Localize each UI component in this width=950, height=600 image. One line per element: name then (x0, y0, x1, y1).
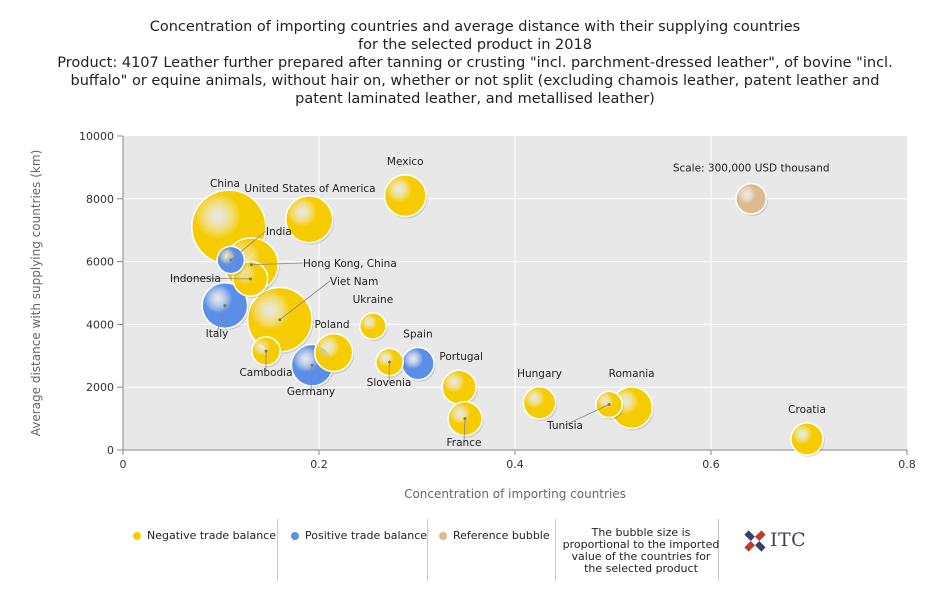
product-description-line-3: patent laminated leather, and metallised… (295, 91, 655, 107)
label-leader-line (564, 404, 610, 426)
legend-label-negative: Negative trade balance (147, 529, 276, 542)
label-leader-line (310, 365, 313, 392)
legend-item-negative[interactable]: Negative trade balance (133, 529, 276, 542)
y-tick-label: 0 (107, 444, 114, 457)
legend-cell-reference: Reference bubble (427, 519, 556, 581)
axes: 0 0.2 0.4 0.6 0.8 0 2000 4000 6000 8000 10000 (79, 130, 916, 471)
label-leader-line (388, 362, 390, 383)
bubble-label: Viet Nam (330, 276, 378, 288)
bubble-labels: China United States of America Mexico Hong … (169, 156, 830, 449)
bubble-label: Mexico (387, 156, 424, 168)
bubble-united-states-of-america[interactable] (285, 195, 334, 244)
label-anchor-dot (223, 304, 227, 308)
label-anchor-dot (310, 363, 314, 367)
legend-label-positive: Positive trade balance (305, 529, 428, 542)
legend-item-reference[interactable]: Reference bubble (439, 529, 550, 542)
itc-logo-icon (744, 530, 766, 552)
bubble-label: Slovenia (367, 377, 412, 389)
legend-dot-positive-icon (291, 532, 299, 540)
chart-title-line-2: for the selected product in 2018 (358, 37, 592, 53)
label-leader-line (169, 277, 251, 280)
bubble-mexico[interactable] (383, 174, 427, 218)
bubble-label: United States of America (244, 183, 375, 195)
x-tick-label: 0.4 (506, 458, 524, 471)
label-anchor-dot (388, 360, 392, 364)
y-tick-label: 2000 (86, 381, 114, 394)
legend-label-reference: Reference bubble (453, 529, 550, 542)
bubble-label: Tunisia (546, 420, 583, 432)
bubble-label: Scale: 300,000 USD thousand (673, 163, 830, 175)
product-description-line-2: buffalo" or equine animals, without hair… (70, 73, 880, 89)
x-tick-label: 0.6 (702, 458, 720, 471)
y-tick-label: 10000 (79, 130, 114, 143)
x-tick-label: 0.2 (310, 458, 328, 471)
bubble-ukraine[interactable] (359, 312, 387, 340)
label-anchor-dot (229, 258, 233, 262)
label-leader-line (251, 262, 304, 266)
legend-dot-negative-icon (133, 532, 141, 540)
label-leader-line (279, 280, 331, 321)
label-anchor-dot (249, 263, 253, 267)
label-leader-line (216, 305, 226, 334)
itc-logo-text: ITC (770, 529, 807, 551)
bubble-portugal[interactable] (441, 369, 477, 405)
bubble-hungary[interactable] (522, 386, 557, 420)
bubble-label: Cambodia (239, 367, 292, 379)
bubble-label: China (210, 178, 240, 190)
bubble-label: India (266, 226, 292, 238)
bubble-label: Italy (206, 328, 229, 340)
label-anchor-dot (248, 277, 252, 281)
bubble-label: Portugal (439, 351, 483, 363)
chart-title: Concentration of importing countries and… (149, 19, 801, 35)
bubble-label: Hong Kong, China (303, 258, 397, 270)
label-anchor-dot (264, 349, 268, 353)
bubble-label: Croatia (788, 404, 826, 416)
bubble-label: Hungary (517, 368, 562, 380)
label-leader-line (463, 418, 466, 443)
label-leader-line (230, 230, 267, 261)
bubble-label: Indonesia (170, 273, 221, 285)
bubble-label: Spain (403, 329, 432, 341)
x-axis-title: Concentration of importing countries (404, 487, 626, 501)
bubble-label: Poland (314, 319, 349, 331)
label-anchor-dot (278, 318, 282, 322)
legend-item-positive[interactable]: Positive trade balance (291, 529, 427, 542)
bubble-croatia[interactable] (790, 422, 824, 456)
chart-title-block: Concentration of importing countries and… (0, 18, 950, 108)
bubble-poland[interactable] (313, 332, 354, 373)
bubble-label: Romania (609, 368, 655, 380)
bubble-scale-300-000-usd-thousand[interactable] (735, 182, 768, 215)
label-anchor-dot (463, 417, 467, 421)
x-tick-label: 0 (120, 458, 127, 471)
label-anchor-dot (607, 402, 611, 406)
bubble-label: France (447, 437, 482, 449)
y-axis-title: Average distance with supplying countrie… (29, 150, 43, 437)
legend-size-note: The bubble size is proportional to the i… (562, 526, 720, 575)
bubble-label: Germany (287, 386, 335, 398)
bubble-label: Ukraine (353, 294, 394, 306)
legend-cell-note (555, 519, 719, 581)
y-tick-label: 4000 (86, 318, 114, 331)
legend: Negative trade balance Positive trade ba… (125, 519, 725, 581)
itc-logo[interactable]: ITC (742, 528, 806, 554)
y-tick-label: 8000 (86, 193, 114, 206)
legend-cell-negative: Negative trade balance (125, 519, 278, 581)
product-description-line-1: Product: 4107 Leather further prepared a… (57, 55, 893, 71)
bubble-spain[interactable] (401, 346, 435, 381)
legend-dot-reference-icon (439, 532, 447, 540)
y-tick-label: 6000 (86, 256, 114, 269)
x-tick-label: 0.8 (898, 458, 916, 471)
legend-cell-positive: Positive trade balance (277, 519, 428, 581)
